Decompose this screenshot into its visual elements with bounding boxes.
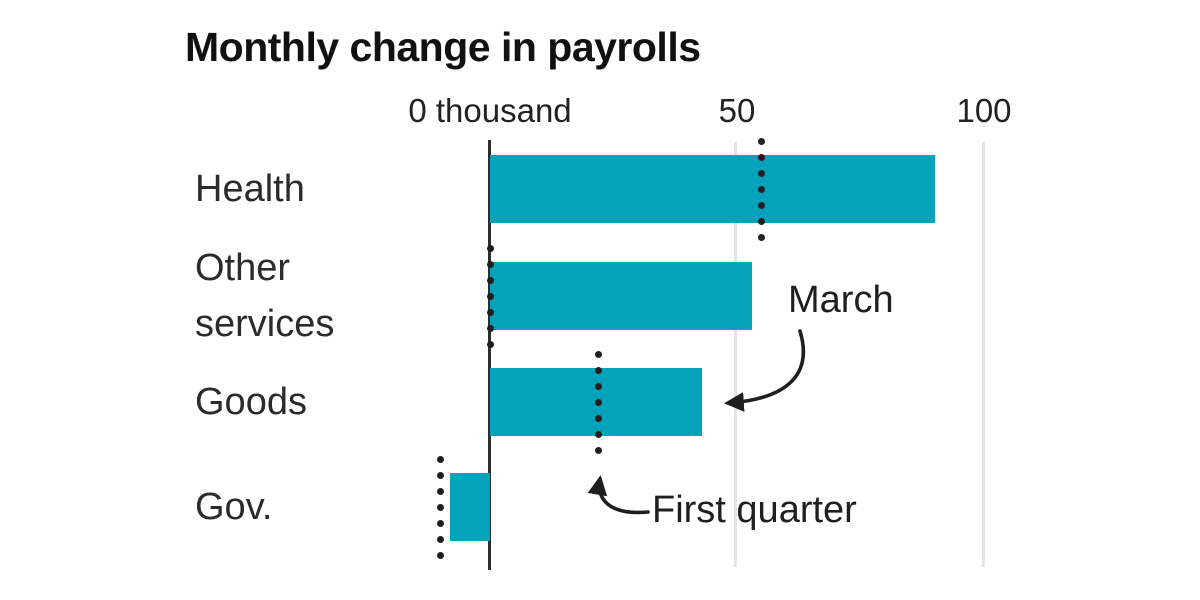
- first-quarter-dot: [437, 455, 445, 463]
- first-quarter-dot: [437, 487, 445, 495]
- first-quarter-dot: [437, 471, 445, 479]
- bar-health: [490, 155, 935, 223]
- category-label-goods: Goods: [195, 380, 307, 423]
- zero-axis-line: [488, 140, 491, 570]
- first-quarter-dot: [758, 233, 766, 241]
- first-quarter-dot: [595, 430, 603, 438]
- first-quarter-dot: [758, 153, 766, 161]
- bar-gov-: [450, 473, 490, 541]
- annotation-first-quarter: First quarter: [652, 489, 857, 531]
- category-label-gov-: Gov.: [195, 485, 273, 528]
- first-quarter-dot: [486, 292, 494, 300]
- x-tick-100: 100: [956, 92, 1012, 129]
- first-quarter-dot: [437, 535, 445, 543]
- first-quarter-dot: [758, 169, 766, 177]
- x-tick-50: 50: [718, 92, 756, 129]
- march-arrow: [724, 329, 806, 412]
- first-quarter-arrow: [587, 475, 650, 515]
- category-label-other-services: Other services: [195, 246, 335, 345]
- first-quarter-dot: [758, 185, 766, 193]
- first-quarter-dot: [437, 503, 445, 511]
- first-quarter-dot: [758, 201, 766, 209]
- first-quarter-dot: [437, 551, 445, 559]
- annotation-march: March: [788, 279, 894, 321]
- first-quarter-dot: [595, 350, 603, 358]
- category-label-health: Health: [195, 167, 305, 210]
- first-quarter-dot: [486, 340, 494, 348]
- first-quarter-dot: [486, 260, 494, 268]
- first-quarter-dot: [486, 324, 494, 332]
- first-quarter-dot: [595, 398, 603, 406]
- chart-title: Monthly change in payrolls: [185, 24, 701, 70]
- first-quarter-dot: [486, 308, 494, 316]
- first-quarter-dot: [486, 276, 494, 284]
- first-quarter-dot: [595, 366, 603, 374]
- first-quarter-dot: [595, 382, 603, 390]
- first-quarter-dot: [758, 137, 766, 145]
- first-quarter-dot: [486, 244, 494, 252]
- x-tick-zero: 0 thousand: [408, 92, 572, 129]
- first-quarter-dot: [595, 414, 603, 422]
- first-quarter-dot: [595, 446, 603, 454]
- first-quarter-dot: [437, 519, 445, 527]
- first-quarter-dot: [758, 217, 766, 225]
- bar-other-services: [490, 262, 752, 330]
- gridline-100: [982, 142, 985, 567]
